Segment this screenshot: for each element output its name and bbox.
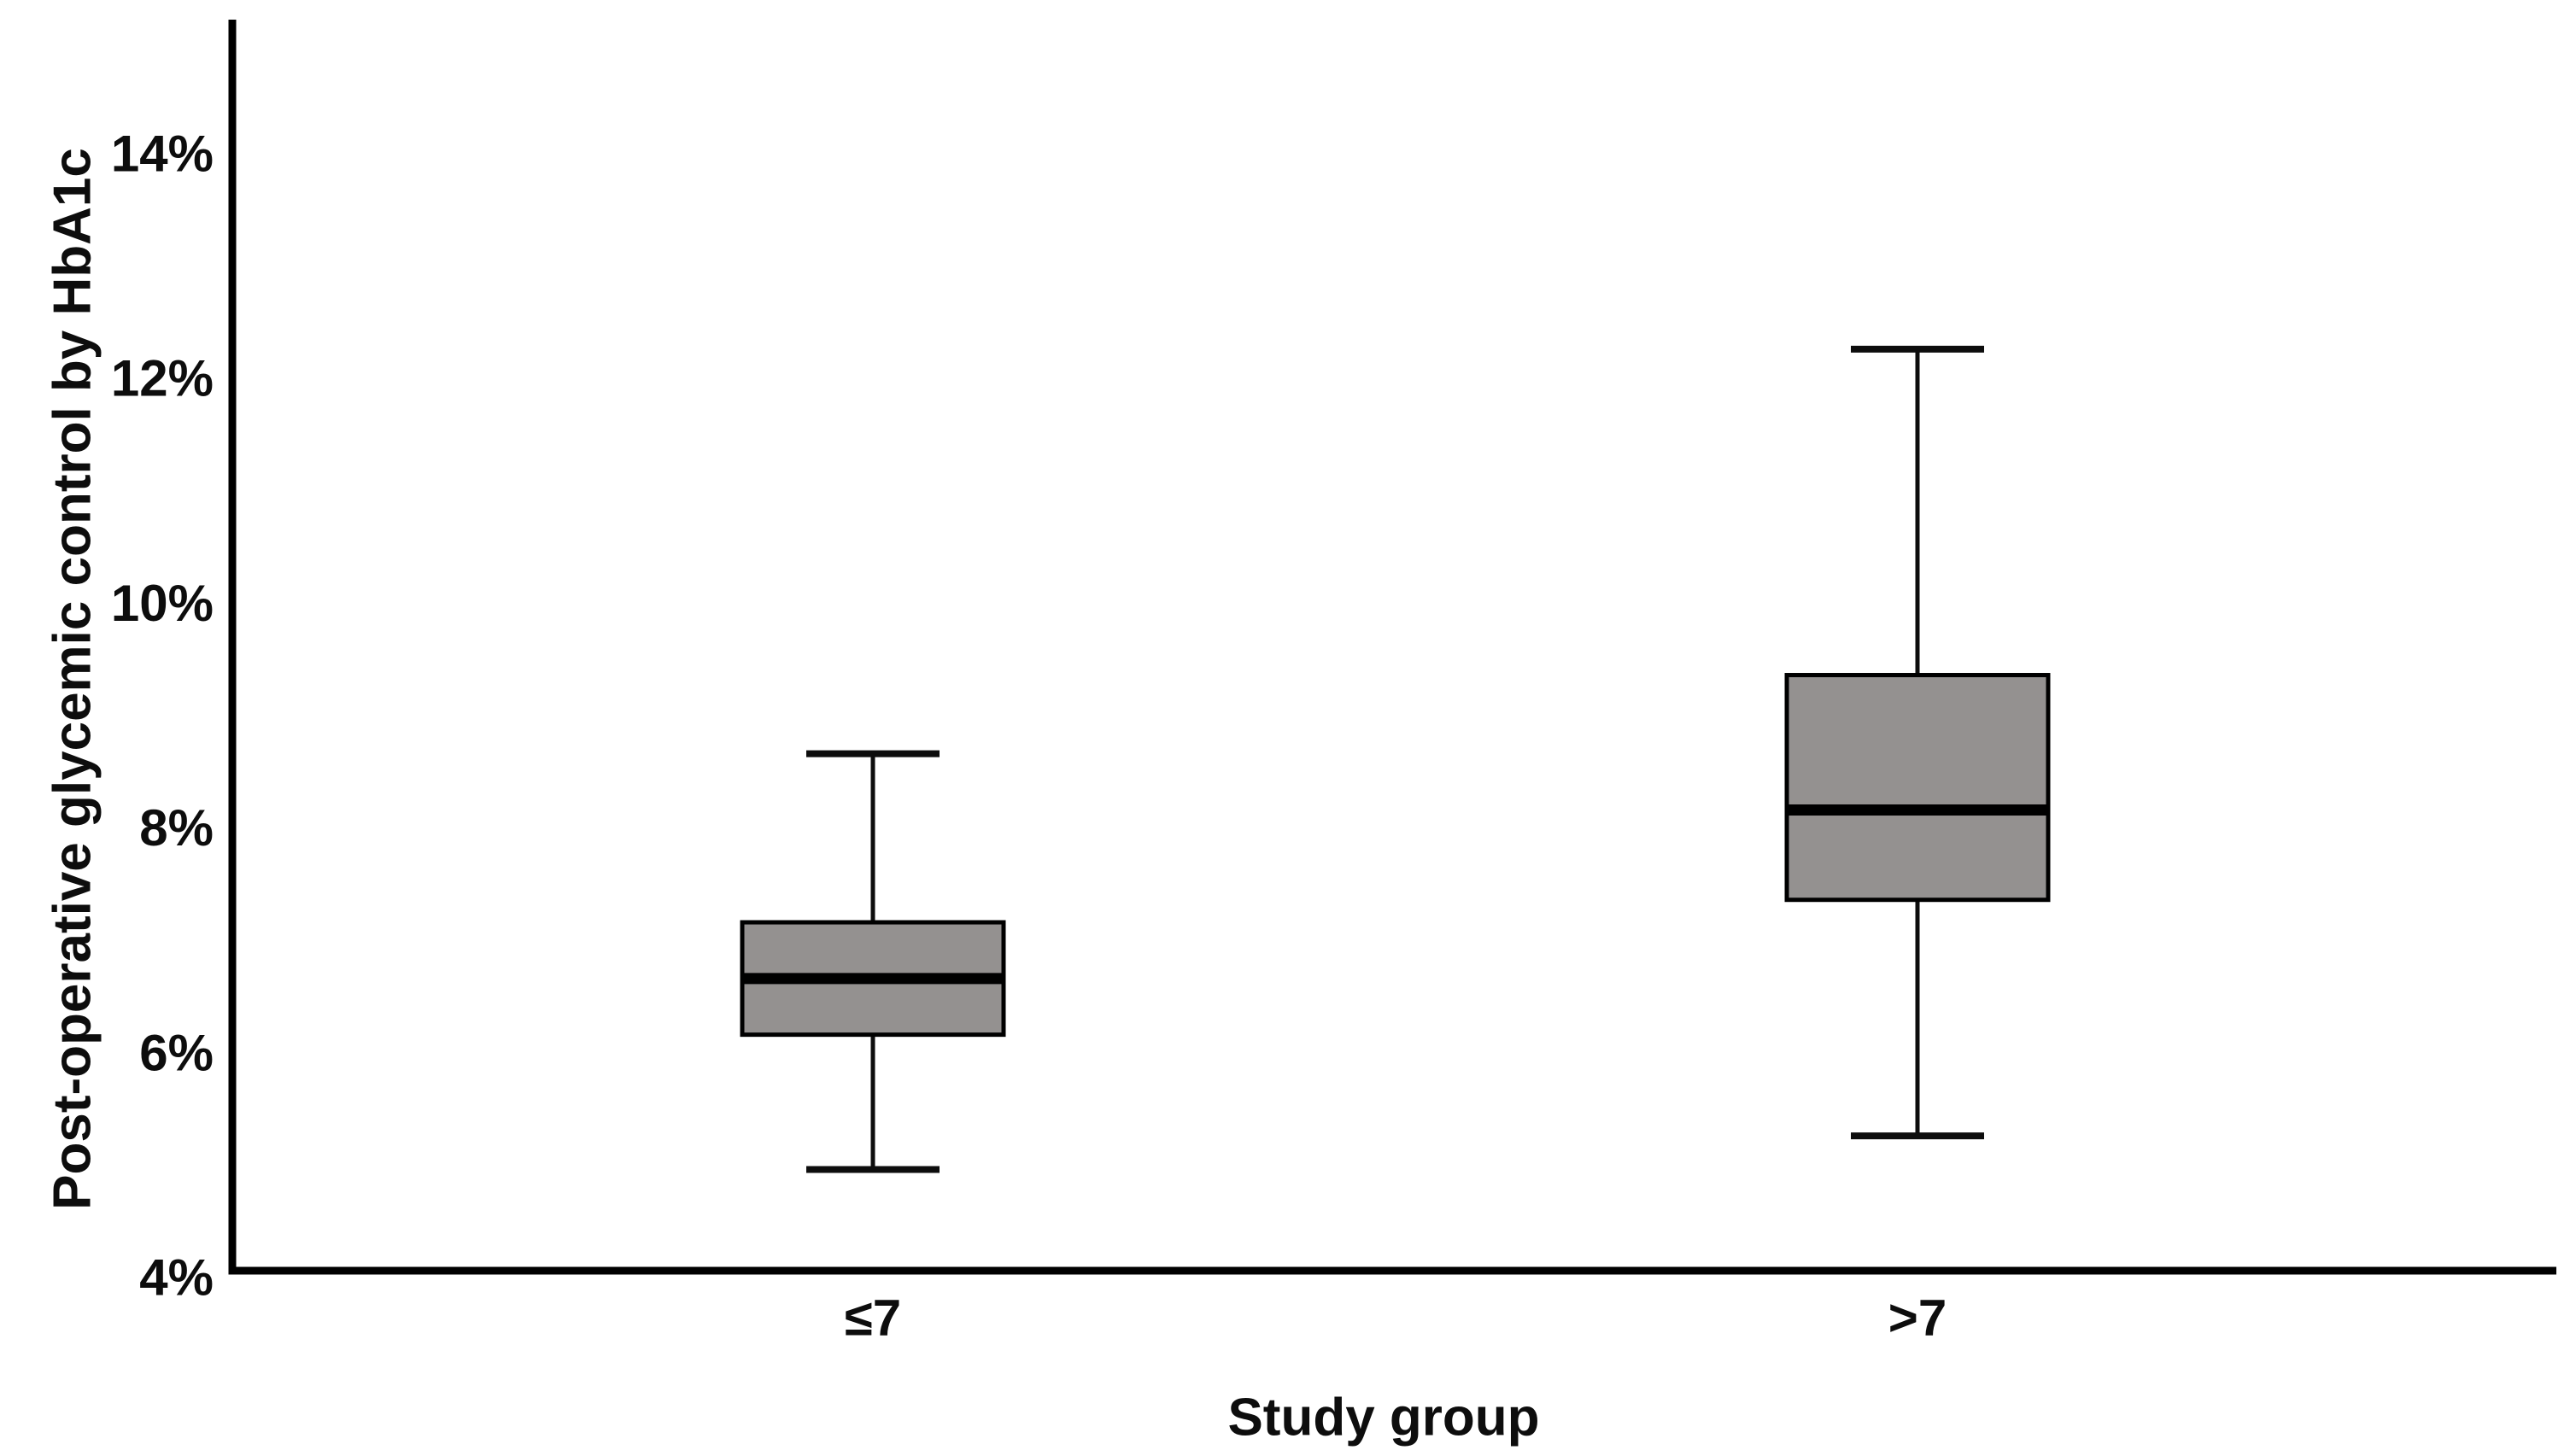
y-tick-label: 4% [139, 1249, 214, 1307]
x-tick-label: >7 [1888, 1289, 1947, 1347]
x-axis-title: Study group [1227, 1389, 1539, 1447]
y-tick-label: 10% [111, 575, 214, 632]
y-tick-label: 12% [111, 350, 214, 407]
y-tick-label: 14% [111, 126, 214, 183]
chart-plot-area: 4% 6% 8% 10% 12% 14% ≤7 >7 [111, 20, 2556, 1347]
boxplot-box [740, 750, 1006, 1173]
x-tick-label: ≤7 [845, 1289, 901, 1347]
y-tick-label: 6% [139, 1024, 214, 1081]
y-axis-title: Post-operative glycemic control by HbA1c [44, 148, 102, 1210]
boxplot-box [1784, 345, 2051, 1140]
y-tick-label: 8% [139, 799, 214, 857]
box-rect [1784, 673, 2051, 903]
